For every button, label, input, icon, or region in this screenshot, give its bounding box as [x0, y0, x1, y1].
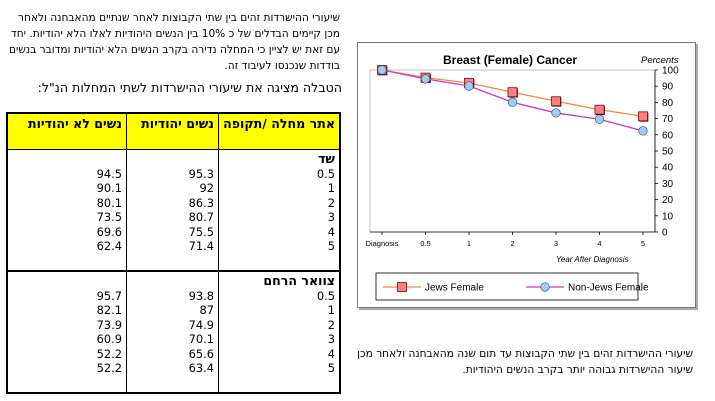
data-point-jews — [638, 111, 648, 122]
y-tick-label: 50 — [662, 147, 674, 158]
x-tick-label: 3 — [554, 239, 558, 248]
legend-marker-non-jews — [540, 282, 550, 292]
data-point-non-jews — [638, 126, 648, 136]
table-cell: 2 — [327, 195, 335, 210]
y-tick-label: 0 — [662, 228, 668, 239]
header-non-jewish: נשים לא יהודיות — [7, 113, 127, 150]
breast-jewish-column: 95.3 92 86.3 80.7 75.5 71.4 — [126, 149, 219, 272]
table-cell: 95.3 — [188, 167, 214, 181]
y-tick-label: 20 — [662, 195, 674, 206]
x-tick-label: 0.5 — [420, 239, 430, 248]
table-cell: 0.5 — [316, 167, 335, 181]
table-cell: 73.9 — [96, 317, 122, 332]
header-jewish: נשים יהודיות — [126, 113, 219, 150]
x-tick-label: 2 — [510, 239, 514, 248]
data-point-jews — [594, 104, 605, 115]
chart-title: Breast (Female) Cancer — [443, 53, 577, 67]
data-point-non-jews — [551, 108, 561, 118]
x-tick-label: 1 — [467, 239, 471, 248]
chart-panel: 0 10 20 30 40 50 60 70 80 90 100 Diagnosis 0.5 1 2 3 4 5 … — [357, 42, 696, 308]
data-point-non-jews — [377, 65, 387, 75]
data-point-non-jews — [507, 97, 518, 107]
legend-marker-jews — [397, 282, 407, 292]
y-tick-label: 60 — [662, 130, 674, 141]
table-cell: 3 — [327, 332, 335, 347]
breast-non-jewish-column: 94.5 90.1 80.1 73.5 69.6 62.4 — [7, 149, 127, 272]
table-cell: 75.5 — [188, 224, 214, 239]
table-cell: 93.8 — [188, 288, 214, 303]
legend-label-jews: Jews Female — [425, 283, 484, 294]
table-cell: 60.9 — [96, 332, 122, 347]
section-name-cervix: צוואר הרחם — [263, 272, 335, 288]
chart-summary-paragraph: שיעורי ההישרדות זהים בין שתי הקבוצות עד … — [357, 348, 693, 376]
chart-legend — [375, 272, 639, 301]
table-cell: 1 — [327, 303, 335, 318]
x-tick-label: 4 — [597, 239, 601, 248]
table-cell: 70.1 — [188, 332, 214, 347]
table-cell: 2 — [327, 317, 335, 332]
y-tick-label: 70 — [662, 114, 674, 125]
data-point-non-jews — [594, 114, 605, 124]
cervix-jewish-column: 93.8 87 74.9 70.1 65.6 63.4 — [126, 270, 219, 393]
table-cell: 5 — [327, 360, 335, 375]
table-cell: 73.5 — [96, 210, 122, 225]
legend-label-non-jews: Non-Jews Female — [568, 283, 649, 294]
table-cell: 3 — [327, 210, 335, 225]
table-cell: 62.4 — [96, 239, 122, 254]
table-cell: 87 — [199, 303, 215, 318]
x-tick-label: 5 — [641, 239, 645, 248]
table-cell: 52.2 — [96, 360, 122, 375]
cervix-period-column: צוואר הרחם 0.5 1 2 3 4 5 — [218, 270, 340, 393]
table-cell: 80.7 — [188, 210, 214, 225]
y-tick-label: 90 — [662, 82, 674, 93]
y-tick-label: 30 — [662, 179, 674, 190]
header-site-period: אתר מחלה /תקופה — [218, 113, 340, 150]
table-cell: 80.1 — [96, 195, 122, 210]
table-cell: 86.3 — [188, 195, 214, 210]
table-cell: 52.2 — [96, 346, 122, 361]
table-cell: 4 — [327, 346, 335, 361]
y-tick-label: 100 — [662, 66, 679, 77]
table-cell: 71.4 — [188, 239, 214, 254]
y-tick-label: 10 — [662, 211, 674, 222]
cervix-non-jewish-column: 95.7 82.1 73.9 60.9 52.2 52.2 — [7, 271, 127, 393]
table-cell: 92 — [199, 181, 215, 196]
table-section-breast: 94.5 90.1 80.1 73.5 69.6 62.4 95.3 92 86… — [7, 149, 340, 272]
data-point-non-jews — [464, 81, 474, 91]
table-cell: 63.4 — [188, 360, 214, 375]
x-tick-label: Diagnosis — [366, 239, 399, 248]
table-cell: 65.6 — [188, 346, 214, 361]
table-section-cervix: 95.7 82.1 73.9 60.9 52.2 52.2 93.8 87 74… — [7, 270, 340, 393]
table-cell: 82.1 — [96, 303, 122, 318]
table-cell: 69.6 — [96, 224, 122, 239]
data-point-jews — [507, 87, 518, 98]
table-cell: 1 — [327, 181, 335, 196]
intro-paragraph: שיעורי ההישרדות זהים בין שתי הקבוצות לאח… — [9, 12, 340, 72]
table-cell: 4 — [327, 224, 335, 239]
data-point-jews — [551, 96, 561, 107]
table-caption: הטבלה מציגה את שיעורי ההישרדות לשתי המחל… — [37, 80, 342, 95]
table-cell: 74.9 — [188, 317, 214, 332]
y-tick-label: 80 — [662, 98, 674, 109]
section-name-breast: שד — [318, 151, 335, 166]
table-cell: 94.5 — [96, 167, 122, 181]
survival-table: נשים לא יהודיות נשים יהודיות אתר מחלה /ת… — [6, 112, 341, 394]
x-axis-label: Year After Diagnosis — [556, 255, 629, 264]
y-tick-label: 40 — [662, 163, 674, 174]
breast-period-column: שד 0.5 1 2 3 4 5 — [218, 149, 340, 272]
data-point-non-jews — [420, 74, 431, 84]
table-cell: 0.5 — [316, 288, 335, 303]
table-header-row: נשים לא יהודיות נשים יהודיות אתר מחלה /ת… — [7, 113, 340, 150]
table-cell: 5 — [327, 239, 335, 254]
table-cell: 90.1 — [96, 181, 122, 196]
y-axis-label: Percents — [641, 55, 679, 66]
table-cell: 95.7 — [96, 288, 122, 303]
